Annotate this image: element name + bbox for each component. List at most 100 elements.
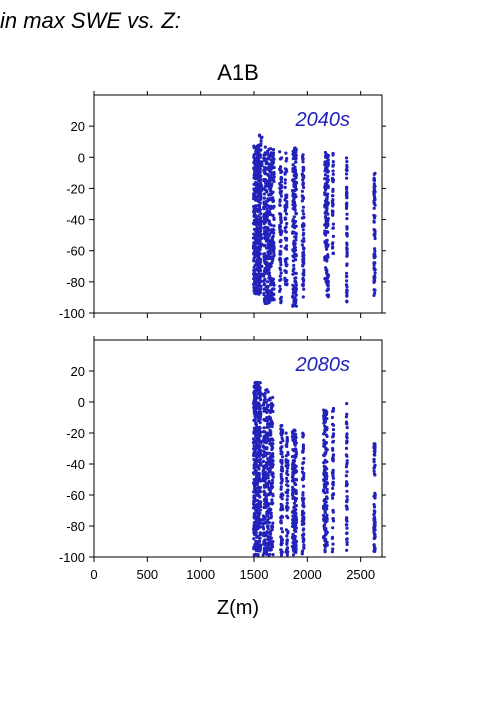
- data-point: [283, 185, 287, 189]
- data-point: [345, 434, 349, 439]
- data-point: [272, 172, 276, 176]
- data-point: [294, 283, 298, 287]
- data-point: [291, 272, 295, 276]
- data-point: [301, 209, 305, 213]
- data-point: [331, 423, 336, 427]
- data-point: [345, 271, 349, 275]
- data-point: [262, 216, 266, 220]
- data-point: [293, 524, 297, 529]
- data-point: [266, 390, 270, 394]
- data-point: [255, 190, 259, 194]
- data-point: [267, 553, 271, 557]
- data-point: [283, 278, 287, 282]
- data-point: [345, 248, 349, 252]
- data-point: [373, 274, 377, 278]
- data-point: [261, 459, 266, 463]
- data-point: [294, 232, 298, 236]
- scatter-points: [251, 380, 377, 557]
- data-point: [322, 483, 326, 487]
- data-point: [285, 169, 289, 173]
- data-point: [267, 268, 271, 272]
- data-point: [278, 167, 282, 171]
- data-point: [301, 272, 305, 276]
- data-point: [345, 185, 349, 190]
- data-point: [372, 465, 377, 469]
- data-point: [373, 491, 377, 495]
- data-point: [257, 467, 261, 471]
- data-point: [345, 482, 349, 486]
- data-point: [372, 543, 376, 547]
- data-point: [291, 438, 295, 442]
- x-tick-label: 2000: [293, 567, 322, 582]
- data-point: [279, 229, 283, 233]
- data-point: [256, 382, 260, 386]
- data-point: [262, 531, 266, 535]
- data-point: [331, 226, 335, 230]
- data-point: [262, 196, 266, 200]
- data-point: [302, 474, 306, 479]
- data-point: [263, 236, 267, 240]
- data-point: [285, 236, 289, 241]
- data-point: [269, 457, 273, 462]
- data-point: [331, 222, 335, 226]
- data-point: [325, 219, 329, 223]
- data-point: [301, 477, 306, 481]
- data-point: [331, 211, 335, 215]
- data-point: [254, 509, 258, 513]
- data-point: [373, 515, 377, 520]
- data-point: [301, 466, 305, 471]
- data-point: [285, 514, 289, 518]
- data-point: [256, 499, 260, 503]
- data-point: [270, 478, 275, 482]
- data-point: [268, 251, 273, 256]
- data-point: [286, 494, 290, 498]
- data-point: [279, 475, 283, 479]
- data-point: [271, 521, 275, 525]
- data-point: [261, 453, 266, 457]
- data-point: [326, 284, 330, 288]
- data-point: [258, 185, 263, 189]
- data-point: [301, 461, 306, 465]
- data-point: [256, 541, 260, 545]
- data-point: [291, 532, 295, 537]
- data-point: [256, 176, 260, 180]
- data-point: [279, 175, 283, 179]
- data-point: [302, 165, 306, 170]
- data-point: [344, 168, 348, 172]
- data-point: [373, 249, 377, 253]
- data-point: [258, 234, 262, 238]
- data-point: [324, 167, 328, 171]
- data-point: [372, 460, 376, 464]
- data-point: [257, 167, 261, 171]
- data-point: [293, 279, 297, 283]
- data-point: [345, 505, 349, 509]
- data-point: [262, 255, 266, 259]
- data-point: [270, 446, 274, 450]
- data-point: [373, 453, 377, 457]
- y-tick-label: 0: [78, 150, 85, 165]
- data-point: [301, 443, 305, 447]
- data-point: [264, 388, 268, 392]
- data-point: [331, 241, 335, 245]
- data-point: [263, 397, 267, 401]
- data-point: [325, 289, 329, 293]
- data-point: [345, 251, 349, 255]
- data-point: [291, 230, 295, 234]
- data-point: [330, 493, 335, 497]
- data-point: [271, 404, 275, 408]
- data-point: [373, 255, 377, 259]
- data-point: [252, 537, 256, 541]
- panel-2040s: 20 0 -20 -40 -60 -80 -100 2040s: [59, 91, 386, 321]
- data-point: [373, 291, 377, 295]
- data-point: [301, 183, 305, 187]
- data-point: [344, 446, 349, 450]
- data-point: [256, 516, 260, 520]
- data-point: [259, 139, 263, 143]
- data-point: [323, 528, 327, 533]
- data-point: [324, 433, 328, 437]
- data-point: [270, 424, 274, 429]
- data-point: [331, 486, 335, 490]
- data-point: [258, 252, 262, 256]
- data-point: [330, 199, 334, 203]
- data-point: [324, 477, 328, 481]
